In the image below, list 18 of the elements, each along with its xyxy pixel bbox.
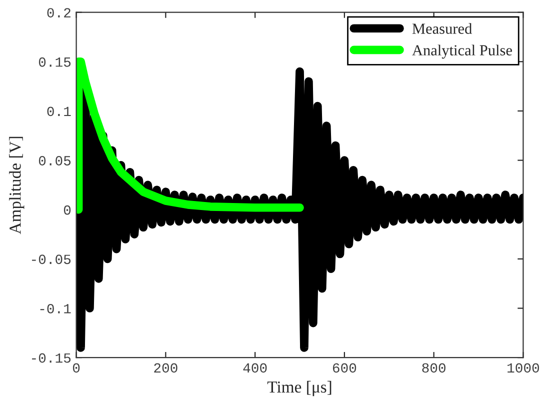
x-tick-label: 200: [154, 363, 178, 373]
y-tick-label: -0.05: [32, 254, 71, 264]
y-tick-label: 0.05: [38, 156, 71, 166]
y-tick-label: -0.1: [40, 304, 71, 314]
x-tick-label: 400: [243, 363, 267, 373]
x-tick-label: 600: [332, 363, 356, 373]
x-tick-label: 0: [72, 363, 80, 373]
y-axis-title: Amplitude [V]: [9, 136, 24, 234]
legend-label: Measured: [412, 23, 472, 34]
x-tick-label: 800: [422, 363, 446, 373]
x-tick-label: 1000: [508, 363, 540, 373]
y-tick-label: 0: [64, 205, 71, 215]
x-axis-title: Time [μs]: [267, 380, 332, 396]
y-tick-label: -0.15: [32, 353, 71, 363]
y-tick-label: 0.15: [38, 57, 71, 67]
legend-label: Analytical Pulse: [412, 44, 512, 59]
y-tick-label: 0.2: [47, 8, 70, 18]
y-tick-label: 0.1: [47, 106, 71, 116]
